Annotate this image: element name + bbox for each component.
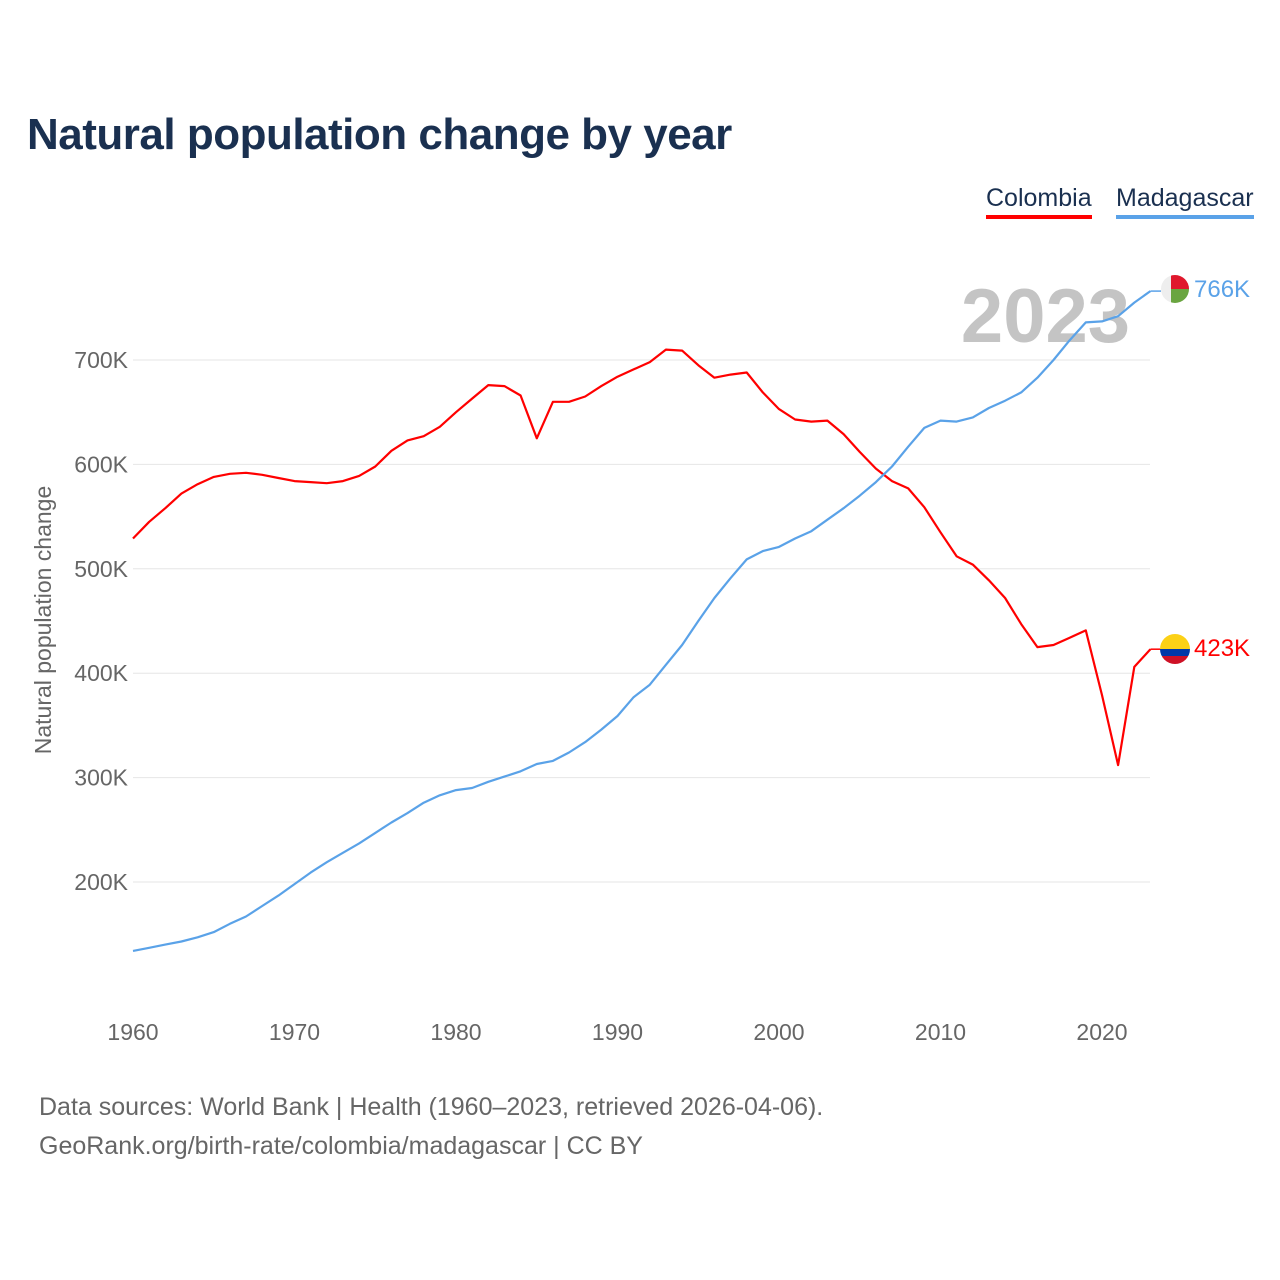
madagascar-end-label: 766K: [1194, 276, 1250, 303]
y-tick-label: 300K: [74, 765, 128, 791]
x-tick-label: 1980: [430, 1019, 481, 1045]
series-line-madagascar: [132, 290, 1152, 952]
legend-madagascar[interactable]: Madagascar: [1116, 184, 1254, 219]
madagascar-flag-icon: [1161, 275, 1189, 303]
y-tick-label: 200K: [74, 869, 128, 895]
x-tick-label: 2010: [915, 1019, 966, 1045]
y-tick-label: 400K: [74, 660, 128, 686]
y-axis-label: Natural population change: [30, 486, 56, 755]
colombia-end-label: 423K: [1194, 635, 1250, 662]
x-tick-label: 2000: [753, 1019, 804, 1045]
source-line-2[interactable]: GeoRank.org/birth-rate/colombia/madagasc…: [39, 1132, 643, 1160]
source-note: Data sources: World Bank | Health (1960–…: [39, 1088, 823, 1166]
y-tick-label: 600K: [74, 451, 128, 477]
year-watermark: 2023: [961, 274, 1130, 359]
y-tick-label: 700K: [74, 347, 128, 373]
x-tick-label: 1960: [107, 1019, 158, 1045]
x-tick-label: 2020: [1076, 1019, 1127, 1045]
legend-colombia[interactable]: Colombia: [986, 184, 1092, 219]
series-line-colombia: [132, 348, 1152, 767]
colombia-flag-icon: [1160, 634, 1190, 664]
source-line-1: Data sources: World Bank | Health (1960–…: [39, 1093, 824, 1121]
x-tick-label: 1990: [592, 1019, 643, 1045]
chart-title: Natural population change by year: [27, 110, 732, 159]
x-tick-label: 1970: [269, 1019, 320, 1045]
y-tick-label: 500K: [74, 556, 128, 582]
